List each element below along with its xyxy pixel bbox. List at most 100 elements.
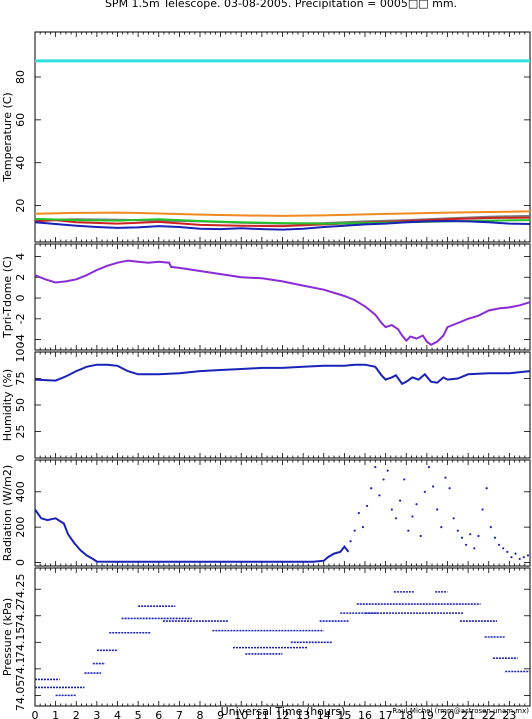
radiation-y-axis-label: Radiation (W/m2) [1, 465, 14, 561]
radiation-point [436, 508, 439, 511]
temperature-frame [34, 31, 531, 243]
x-tick-label: 15 [337, 709, 351, 719]
radiation-point [365, 504, 369, 508]
radiation-point [415, 503, 418, 506]
tdiff-y-tick-label: 4 [14, 253, 27, 260]
pressure-frame [34, 567, 531, 707]
x-tick-label: 3 [93, 709, 100, 719]
x-tick-label: 20 [441, 709, 455, 719]
radiation-point [440, 526, 443, 529]
x-tick-label: 12 [276, 709, 290, 719]
x-tick-label: 10 [234, 709, 248, 719]
radiation-point [370, 487, 373, 490]
tdiff-frame [34, 243, 531, 351]
radiation-point [357, 511, 360, 515]
x-axis-label: Universal Time (hours) [221, 705, 346, 718]
x-tick-label: 17 [379, 709, 393, 719]
radiation-point [431, 485, 435, 488]
radiation-point [382, 478, 385, 481]
radiation-point [419, 534, 422, 538]
pressure-y-tick-label: 74.1 [14, 657, 27, 682]
humidity-y-tick-label: 0 [14, 455, 27, 462]
temperature-y-tick-label: 60 [14, 113, 27, 127]
temperature-series-red [34, 216, 531, 228]
radiation-point [464, 543, 468, 546]
pressure-y-tick-label: 74.2 [14, 604, 27, 629]
radiation-point [485, 487, 488, 490]
radiation-point [349, 540, 352, 543]
radiation-point [506, 550, 509, 553]
radiation-point [403, 478, 406, 481]
humidity-y-tick-label: 25 [14, 425, 27, 439]
x-tick-label: 2 [73, 709, 80, 719]
humidity-y-tick-label: 50 [14, 398, 27, 412]
tdiff-y-tick-label: 2 [14, 274, 27, 281]
radiation-point [518, 557, 521, 561]
x-tick-label: 9 [217, 709, 224, 719]
x-tick-label: 19 [420, 709, 434, 719]
radiation-point [361, 526, 365, 529]
radiation-frame [34, 459, 531, 567]
x-tick-label: 22 [482, 709, 496, 719]
radiation-point [452, 517, 455, 520]
chart-title: SPM 1.5m Telescope. 03-08-2005. Precipit… [105, 0, 457, 10]
radiation-y-tick-label: 200 [14, 517, 27, 538]
radiation-point [481, 508, 484, 511]
radiation-point [444, 476, 447, 479]
x-tick-label: 1 [52, 709, 59, 719]
radiation-point [423, 490, 426, 493]
x-tick-label: 11 [255, 709, 269, 719]
x-tick-label: 14 [317, 709, 331, 719]
radiation-point [398, 499, 402, 502]
radiation-series-blue [34, 508, 350, 563]
radiation-point [493, 536, 497, 539]
pressure-y-tick-label: 74.05 [14, 680, 27, 712]
radiation-point [448, 487, 451, 490]
x-tick-label: 7 [176, 709, 183, 719]
pressure-y-tick-label: 74.25 [14, 573, 27, 605]
humidity-series-blue [34, 363, 531, 386]
temperature-y-axis-label: Temperature (C) [1, 92, 14, 182]
radiation-point [522, 556, 525, 559]
radiation-y-tick-label: 0 [14, 559, 27, 566]
x-tick-label: 5 [135, 709, 142, 719]
radiation-point [394, 517, 398, 520]
radiation-point [514, 552, 517, 555]
radiation-point [469, 533, 472, 536]
x-tick-label: 6 [155, 709, 162, 719]
temperature-series-orange [34, 210, 531, 217]
tdiff-series-purple [34, 259, 531, 346]
humidity-y-axis-label: Humidity (%) [1, 369, 14, 441]
temperature-y-tick-label: 40 [14, 156, 27, 170]
humidity-y-tick-label: 75 [14, 372, 27, 386]
pressure-y-tick-label: 74.15 [14, 627, 27, 659]
radiation-point [510, 556, 513, 559]
humidity-y-tick-label: 100 [14, 342, 27, 363]
radiation-point [390, 508, 393, 511]
x-tick-label: 16 [358, 709, 372, 719]
pressure-y-axis-label: Pressure (kPa) [1, 598, 14, 676]
radiation-point [427, 465, 431, 469]
radiation-point [526, 554, 530, 557]
radiation-point [456, 529, 459, 532]
credit-text: Raul Michel (rmm@astrosen.unam.mx) [392, 707, 529, 715]
tdiff-y-tick-label: 0 [14, 295, 27, 302]
x-tick-label: 23 [502, 709, 516, 719]
radiation-point [473, 547, 476, 550]
radiation-y-tick-label: 400 [14, 481, 27, 502]
radiation-point [489, 526, 492, 529]
temperature-y-tick-label: 20 [14, 199, 27, 213]
radiation-point [477, 534, 480, 538]
radiation-point [353, 529, 356, 532]
x-tick-label: 4 [114, 709, 121, 719]
radiation-point [378, 494, 381, 497]
x-tick-label: 13 [296, 709, 310, 719]
radiation-point [374, 465, 377, 469]
x-tick-label: 0 [32, 709, 39, 719]
